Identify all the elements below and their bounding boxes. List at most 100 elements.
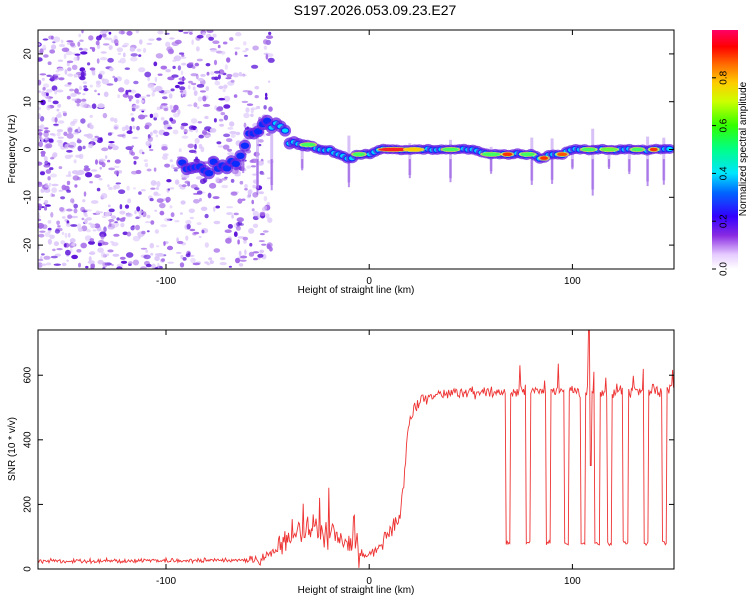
noise-speck: [101, 162, 106, 168]
noise-speck: [222, 41, 228, 45]
streak-core: [662, 159, 665, 185]
noise-speck: [227, 126, 234, 130]
noise-speck: [121, 126, 126, 132]
noise-speck: [226, 212, 233, 216]
noise-speck: [77, 169, 85, 175]
noise-speck: [53, 36, 61, 43]
noise-speck: [214, 80, 221, 86]
noise-speck: [193, 231, 200, 235]
noise-speck: [100, 251, 106, 258]
noise-speck: [218, 69, 225, 75]
noise-speck: [43, 131, 49, 138]
noise-speck: [163, 107, 169, 112]
noise-speck: [145, 140, 152, 147]
noise-speck: [188, 149, 197, 153]
noise-speck: [91, 103, 97, 109]
noise-speck: [140, 247, 148, 250]
noise-speck: [89, 114, 93, 118]
noise-speck: [169, 159, 173, 163]
noise-speck: [67, 232, 71, 238]
noise-speck: [127, 89, 132, 93]
noise-speck: [68, 171, 71, 176]
noise-speck: [62, 111, 67, 113]
noise-speck: [72, 132, 80, 135]
noise-speck: [66, 95, 71, 100]
noise-speck: [177, 240, 184, 245]
noise-speck: [156, 186, 159, 190]
noise-speck: [169, 205, 173, 209]
noise-speck: [223, 114, 229, 121]
noise-speck: [61, 47, 70, 53]
noise-speck: [259, 249, 265, 254]
hotspot: [378, 147, 409, 152]
noise-speck: [247, 189, 252, 196]
noise-speck: [145, 249, 149, 253]
streak-core: [449, 159, 452, 183]
noise-speck: [191, 65, 196, 69]
noise-speck: [95, 80, 101, 85]
noise-speck: [53, 241, 60, 247]
noise-speck: [75, 154, 82, 158]
noise-speck: [240, 255, 248, 259]
noise-speck: [126, 185, 130, 191]
noise-speck: [69, 42, 76, 47]
noise-speck: [153, 61, 158, 67]
noise-speck: [218, 118, 224, 122]
noise-speck: [135, 216, 140, 219]
noise-speck: [136, 206, 141, 212]
noise-speck: [192, 262, 201, 266]
noise-speck: [54, 117, 58, 123]
noise-speck: [195, 73, 199, 80]
noise-speck: [47, 220, 52, 224]
noise-speck: [113, 77, 118, 83]
noise-speck: [149, 148, 154, 152]
y-tick-label: 0: [23, 146, 34, 152]
noise-speck: [38, 258, 44, 262]
noise-speck: [50, 44, 57, 50]
noise-speck: [172, 65, 176, 69]
streak: [449, 139, 452, 179]
noise-speck: [190, 118, 198, 124]
streak: [646, 136, 650, 182]
streak-core: [608, 159, 610, 169]
noise-speck: [226, 206, 234, 209]
noise-speck: [129, 125, 132, 132]
noise-speck: [157, 73, 163, 76]
noise-speck: [169, 50, 174, 54]
noise-speck: [64, 232, 68, 239]
noise-speck: [213, 59, 218, 66]
noise-speck: [94, 135, 99, 138]
noise-speck: [77, 145, 83, 152]
noise-speck: [197, 77, 204, 82]
noise-speck: [146, 42, 153, 46]
y-tick-label: 0: [23, 566, 34, 572]
noise-speck: [155, 134, 159, 138]
noise-speck: [213, 248, 221, 253]
noise-speck: [48, 182, 52, 186]
noise-speck: [167, 188, 171, 191]
noise-speck: [73, 73, 78, 78]
noise-speck: [136, 125, 140, 131]
noise-speck: [40, 255, 43, 260]
noise-speck: [45, 143, 53, 149]
noise-speck: [259, 211, 266, 217]
noise-speck: [231, 214, 234, 219]
noise-speck: [71, 243, 76, 247]
noise-speck: [139, 39, 143, 45]
noise-speck: [53, 263, 61, 266]
noise-speck: [101, 30, 109, 33]
noise-speck: [67, 145, 75, 148]
noise-speck: [95, 159, 98, 165]
noise-speck: [50, 173, 58, 178]
noise-speck: [187, 104, 193, 107]
noise-speck: [38, 198, 42, 201]
noise-speck: [188, 208, 195, 214]
noise-speck: [207, 192, 212, 199]
noise-speck: [204, 242, 209, 248]
noise-speck: [156, 198, 164, 204]
noise-speck: [47, 238, 53, 245]
noise-speck: [217, 74, 221, 80]
ridge-body: [222, 165, 232, 172]
noise-speck: [57, 136, 64, 139]
noise-speck: [191, 82, 197, 86]
